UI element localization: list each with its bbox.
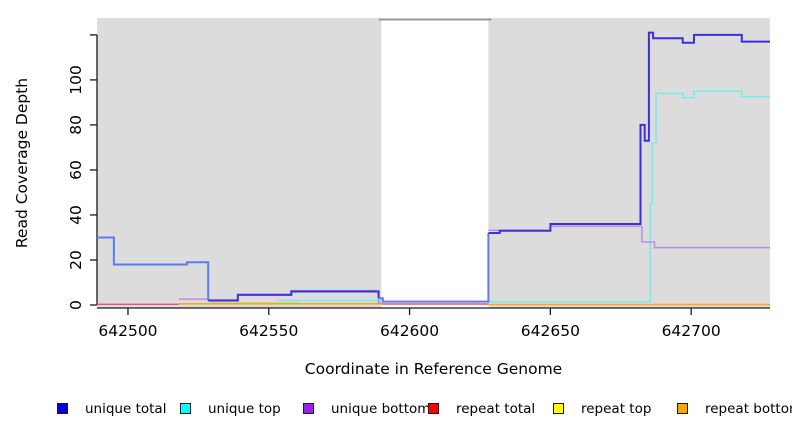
legend-label: unique total	[85, 400, 167, 417]
legend-label: unique top	[208, 400, 281, 417]
no-data-region-border	[378, 18, 492, 21]
legend-item-repeat-bottom: repeat bottom	[677, 399, 792, 418]
x-axis-title: Coordinate in Reference Genome	[304, 360, 563, 378]
legend-swatch-repeat-top	[553, 403, 564, 414]
legend-swatch-repeat-bottom	[677, 403, 688, 414]
legend-label: repeat bottom	[705, 400, 792, 417]
legend-swatch-unique-bottom	[303, 403, 314, 414]
y-tick-label: 40	[67, 205, 85, 225]
y-tick-label: 60	[67, 160, 85, 180]
legend-swatch-unique-top	[180, 403, 191, 414]
legend-item-repeat-total: repeat total	[428, 399, 535, 418]
no-data-region	[381, 18, 489, 308]
legend-label: repeat top	[581, 400, 652, 417]
y-tick-label: 100	[67, 65, 85, 95]
legend-item-unique-bottom: unique bottom	[303, 399, 430, 418]
y-tick-label: 0	[67, 300, 85, 310]
series-line-unique-total	[97, 236, 210, 301]
legend-item-unique-total: unique total	[57, 399, 166, 418]
legend-label: unique bottom	[331, 400, 431, 417]
x-tick-label: 642500	[98, 322, 157, 340]
legend-item-repeat-top: repeat top	[553, 399, 651, 418]
legend-label: repeat total	[456, 400, 536, 417]
legend-swatch-repeat-total	[428, 403, 439, 414]
legend-item-unique-top: unique top	[180, 399, 281, 418]
series-line-unique-total	[208, 290, 380, 302]
x-tick-label: 642650	[521, 322, 580, 340]
y-tick-label: 20	[67, 250, 85, 270]
x-tick-label: 642700	[662, 322, 721, 340]
legend-swatch-unique-total	[57, 403, 68, 414]
series-line-unique-total	[488, 31, 770, 234]
y-tick-label: 80	[67, 115, 85, 135]
series-line-unique-total	[378, 233, 490, 303]
legend: unique total unique top unique bottom repea…	[0, 399, 792, 419]
x-tick-label: 642600	[380, 322, 439, 340]
x-tick-label: 642550	[239, 322, 298, 340]
series-line-unique-top	[488, 90, 770, 303]
